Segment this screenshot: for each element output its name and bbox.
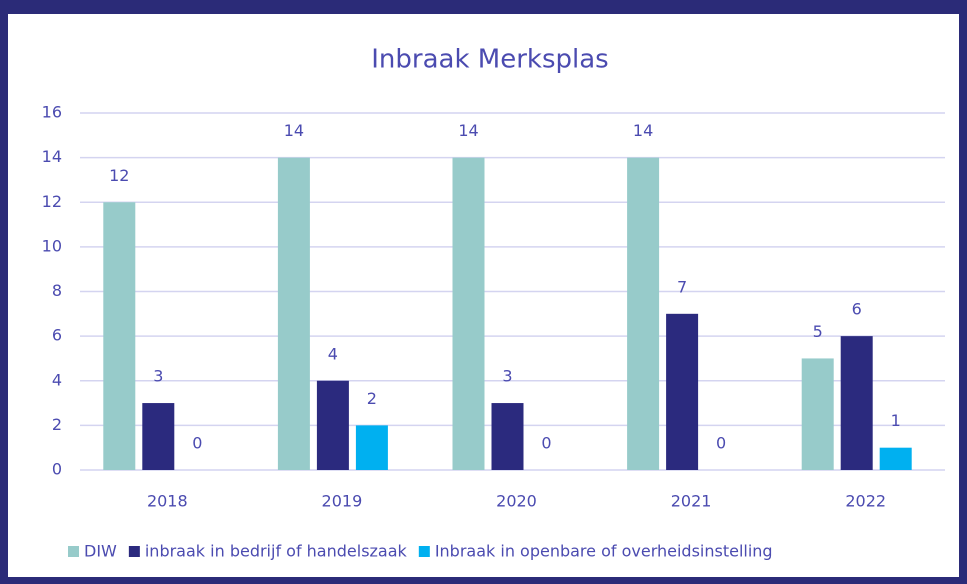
y-tick-label: 6 [52,326,62,345]
chart-title: Inbraak Merksplas [371,45,608,75]
bar [452,157,485,470]
data-label: 14 [284,121,304,140]
legend-label: inbraak in bedrijf of handelszaak [145,542,408,561]
bar [277,157,310,470]
bar [142,403,175,470]
bar [627,157,660,470]
data-label: 5 [813,322,823,341]
bar [103,202,136,470]
bar [316,380,349,470]
data-label: 3 [502,367,512,386]
y-tick-label: 8 [52,281,62,300]
y-tick-label: 12 [42,192,62,211]
bar [801,358,834,470]
bar [666,313,699,470]
y-tick-label: 16 [42,103,62,122]
data-label: 0 [192,434,202,453]
x-tick-label: 2018 [147,492,188,511]
data-label: 2 [367,389,377,408]
legend-label: Inbraak in openbare of overheidsinstelli… [435,542,773,561]
y-tick-label: 10 [42,236,62,255]
legend-swatch [418,546,430,557]
x-tick-label: 2021 [671,492,712,511]
data-label: 12 [109,166,129,185]
data-label: 3 [153,367,163,386]
x-tick-label: 2022 [845,492,886,511]
data-label: 1 [891,411,901,430]
x-tick-label: 2020 [496,492,537,511]
data-label: 6 [852,300,862,319]
data-label: 14 [458,121,478,140]
bar [355,425,388,470]
y-tick-label: 4 [52,370,62,389]
data-label: 14 [633,121,653,140]
legend-swatch [128,546,140,557]
bar [879,447,912,470]
legend-label: DIW [84,542,117,561]
data-label: 0 [541,434,551,453]
legend-swatch [68,546,79,557]
data-label: 4 [328,344,338,363]
bar [491,403,524,470]
data-label: 0 [716,434,726,453]
x-tick-label: 2019 [322,492,363,511]
y-tick-label: 14 [42,147,62,166]
data-label: 7 [677,277,687,296]
y-tick-label: 2 [52,415,62,434]
bar [840,336,873,470]
y-tick-label: 0 [52,460,62,479]
